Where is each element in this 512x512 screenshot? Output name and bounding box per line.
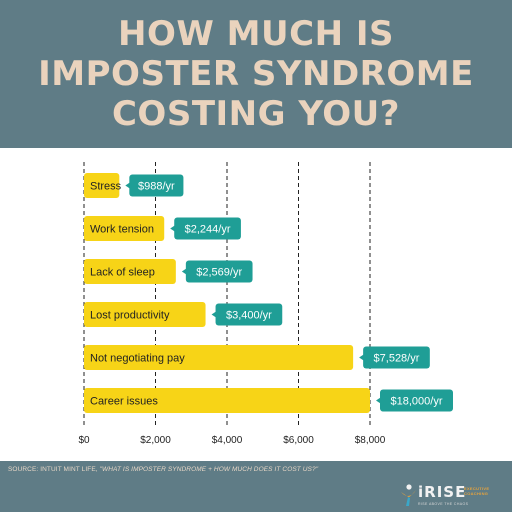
bar [84, 345, 354, 370]
x-tick-label: $6,000 [283, 435, 314, 446]
value-label: $3,400/yr [226, 310, 272, 322]
irise-logo: iRISE EXECUTIVE COACHING RISE ABOVE THE … [398, 481, 508, 509]
header: HOW MUCH IS IMPOSTER SYNDROME COSTING YO… [0, 0, 512, 148]
value-label: $18,000/yr [391, 396, 443, 408]
bar-category-label: Lack of sleep [90, 267, 155, 279]
chart-panel: $0 $2,000 $4,000 $6,000 $8,000 Stress $988/yr W… [0, 148, 512, 461]
logo-tagline: RISE ABOVE THE CHAOS [418, 502, 469, 506]
logo-subtitle: EXECUTIVE COACHING [464, 486, 490, 496]
value-label: $7,528/yr [374, 353, 420, 365]
x-tick-label: $0 [78, 435, 90, 446]
x-tick-label: $4,000 [212, 435, 243, 446]
x-tick-label: $2,000 [140, 435, 171, 446]
bar [84, 302, 206, 327]
value-bubble [363, 346, 430, 369]
value-bubble [215, 303, 283, 326]
bar [84, 216, 165, 241]
value-bubble [174, 217, 241, 240]
bar [84, 173, 120, 198]
title-line-1: HOW MUCH IS [117, 14, 395, 54]
value-label: $2,244/yr [185, 224, 231, 236]
bar-category-label: Work tension [90, 224, 154, 236]
title-line-3: COSTING YOU? [111, 94, 401, 134]
bar [84, 259, 176, 284]
source-citation: SOURCE: INTUIT MINT LIFE, "WHAT IS IMPOS… [8, 466, 398, 473]
bar-category-label: Stress [90, 181, 122, 193]
value-label: $988/yr [138, 181, 175, 193]
value-bubble [380, 389, 453, 412]
bar-category-label: Lost productivity [90, 310, 170, 322]
source-title: "WHAT IS IMPOSTER SYNDROME + HOW MUCH DO… [99, 466, 319, 473]
value-bubble [129, 174, 184, 197]
source-prefix: SOURCE: INTUIT MINT LIFE, [8, 466, 100, 473]
bar-category-label: Not negotiating pay [90, 353, 185, 365]
page-title: HOW MUCH IS IMPOSTER SYNDROME COSTING YO… [0, 14, 512, 134]
bar [84, 388, 370, 413]
value-label: $2,569/yr [196, 267, 242, 279]
bar-chart: $0 $2,000 $4,000 $6,000 $8,000 Stress $988/yr W… [78, 162, 453, 446]
bar-category-label: Career issues [90, 396, 158, 408]
logo-wordmark: iRISE [418, 483, 467, 501]
footer: SOURCE: INTUIT MINT LIFE, "WHAT IS IMPOS… [0, 461, 512, 512]
value-bubble [185, 260, 253, 283]
person-figure-icon [401, 484, 416, 506]
x-tick-label: $8,000 [355, 435, 386, 446]
title-line-2: IMPOSTER SYNDROME [38, 54, 474, 94]
